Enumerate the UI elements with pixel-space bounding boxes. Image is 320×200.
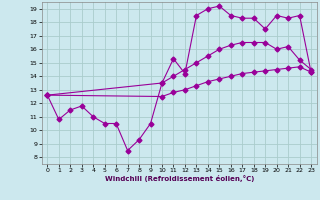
- X-axis label: Windchill (Refroidissement éolien,°C): Windchill (Refroidissement éolien,°C): [105, 175, 254, 182]
